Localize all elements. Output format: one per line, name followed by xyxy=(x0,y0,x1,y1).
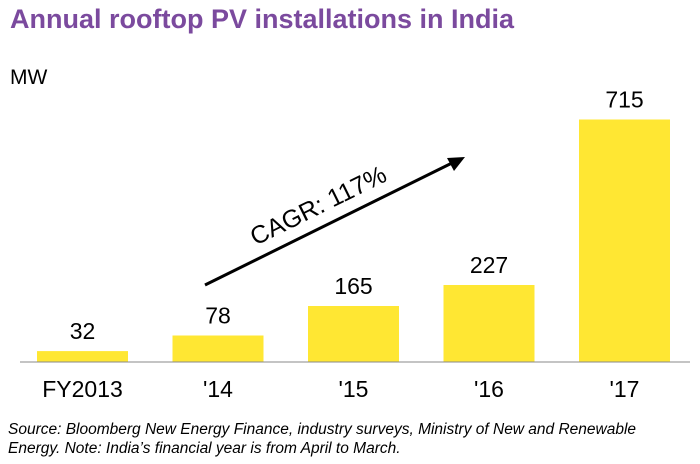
bar-1 xyxy=(172,335,264,362)
data-label-2: 165 xyxy=(334,273,372,299)
y-axis-label: MW xyxy=(10,66,47,89)
category-label-1: '14 xyxy=(203,376,233,402)
bar-0 xyxy=(37,351,128,362)
cagr-arrow-head xyxy=(447,157,465,171)
data-label-4: 715 xyxy=(605,87,643,113)
bar-chart: MW CAGR: 117% 32 FY2013 78 '14 165 '15 227 '16 7… xyxy=(10,66,690,402)
cagr-arrow xyxy=(204,157,465,287)
category-label-3: '16 xyxy=(474,376,504,402)
data-label-0: 32 xyxy=(70,318,96,344)
bar-3 xyxy=(443,285,535,362)
category-label-4: '17 xyxy=(610,376,640,402)
bar-4 xyxy=(579,119,670,362)
chart-title: Annual rooftop PV installations in India xyxy=(10,4,515,34)
category-label-0: FY2013 xyxy=(42,376,123,402)
bar-2 xyxy=(308,306,399,362)
cagr-annotation: CAGR: 117% xyxy=(246,160,391,251)
bars-group xyxy=(37,119,670,362)
data-label-3: 227 xyxy=(470,252,508,278)
source-note: Source: Bloomberg New Energy Finance, in… xyxy=(8,421,637,457)
category-label-2: '15 xyxy=(339,376,369,402)
data-label-1: 78 xyxy=(205,303,231,329)
cagr-arrow-shaft xyxy=(204,161,453,287)
